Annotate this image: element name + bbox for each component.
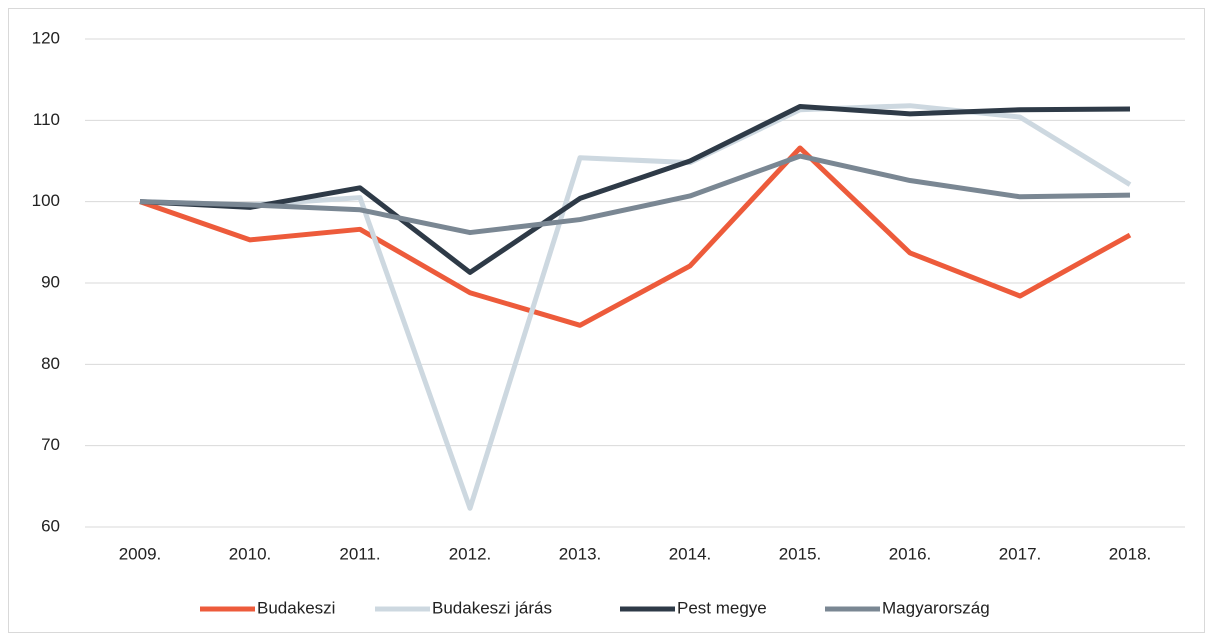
x-tick-label: 2011. — [339, 544, 380, 563]
x-tick-label: 2015. — [779, 544, 822, 563]
y-tick-label: 90 — [41, 272, 60, 291]
series-line — [139, 145, 1132, 328]
x-tick-label: 2014. — [669, 544, 712, 563]
x-tick-label: 2018. — [1109, 544, 1152, 563]
series-line — [139, 103, 1132, 511]
legend-label: Magyarország — [882, 598, 990, 617]
x-tick-label: 2013. — [559, 544, 602, 563]
x-tick-label: 2009. — [119, 544, 162, 563]
series-line — [139, 104, 1131, 275]
legend-label: Budakeszi — [257, 598, 335, 617]
y-tick-label: 100 — [32, 191, 60, 210]
y-tick-label: 120 — [32, 28, 60, 47]
x-tick-label: 2010. — [229, 544, 272, 563]
y-tick-label: 110 — [33, 110, 60, 129]
y-tick-label: 70 — [41, 435, 60, 454]
legend-label: Budakeszi járás — [432, 598, 552, 617]
legend-label: Pest megye — [677, 598, 767, 617]
x-tick-label: 2012. — [449, 544, 492, 563]
chart-border — [8, 8, 1205, 633]
y-tick-label: 60 — [41, 516, 60, 535]
x-tick-label: 2017. — [999, 544, 1042, 563]
series-line — [139, 153, 1131, 236]
y-tick-label: 80 — [41, 354, 60, 373]
x-tick-label: 2016. — [889, 544, 932, 563]
